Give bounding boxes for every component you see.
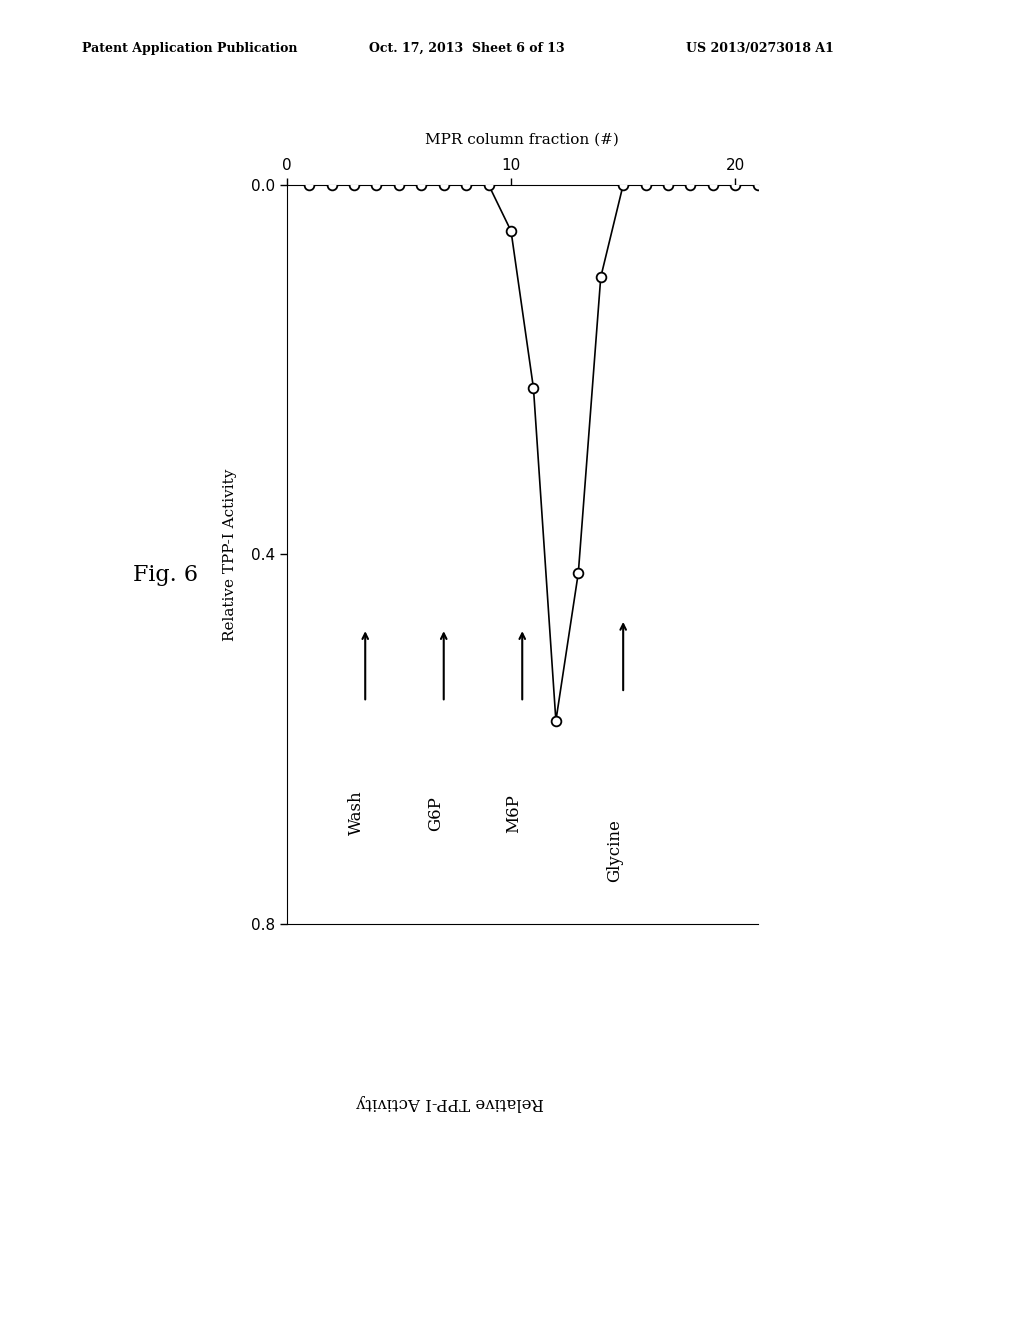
Text: Patent Application Publication: Patent Application Publication <box>82 42 297 55</box>
X-axis label: MPR column fraction (#): MPR column fraction (#) <box>425 133 620 147</box>
Text: G6P: G6P <box>427 796 443 830</box>
Text: Oct. 17, 2013  Sheet 6 of 13: Oct. 17, 2013 Sheet 6 of 13 <box>369 42 564 55</box>
Text: US 2013/0273018 A1: US 2013/0273018 A1 <box>686 42 834 55</box>
Text: Wash: Wash <box>348 791 366 836</box>
Text: Glycine: Glycine <box>606 818 624 882</box>
Text: Relative TPP-I Activity: Relative TPP-I Activity <box>356 1094 545 1110</box>
Text: M6P: M6P <box>505 793 522 833</box>
Y-axis label: Relative TPP-I Activity: Relative TPP-I Activity <box>223 469 237 640</box>
Text: Fig. 6: Fig. 6 <box>133 564 198 586</box>
